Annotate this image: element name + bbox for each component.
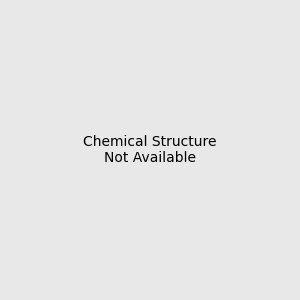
- Text: Chemical Structure
Not Available: Chemical Structure Not Available: [83, 135, 217, 165]
